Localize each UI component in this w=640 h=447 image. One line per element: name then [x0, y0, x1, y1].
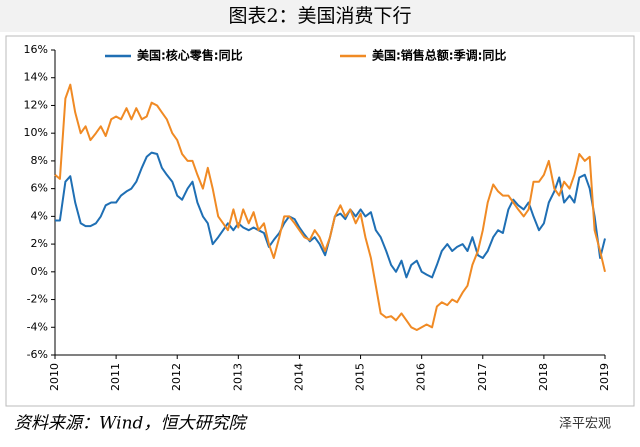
- y-tick-label: 2%: [31, 237, 48, 250]
- series-line: [54, 83, 606, 331]
- x-tick-label: 2016: [415, 363, 428, 391]
- y-tick-label: -4%: [27, 320, 48, 333]
- y-tick-label: 14%: [24, 71, 48, 84]
- y-tick-label: 8%: [31, 154, 48, 167]
- chart-title: 图表2：美国消费下行: [228, 5, 411, 27]
- y-tick-label: 0%: [31, 265, 48, 278]
- source-note: 资料来源：Wind，恒大研究院: [14, 414, 248, 434]
- y-tick-label: -2%: [27, 293, 48, 306]
- y-tick-label: 4%: [31, 209, 48, 222]
- y-tick-label: 10%: [24, 126, 48, 139]
- x-tick-label: 2013: [231, 363, 244, 391]
- y-tick-label: 12%: [24, 98, 48, 111]
- x-tick-label: 2017: [476, 363, 489, 391]
- y-tick-label: -6%: [27, 348, 48, 361]
- x-tick-label: 2012: [170, 363, 183, 391]
- x-tick-label: 2018: [537, 363, 550, 391]
- y-tick-label: 6%: [31, 182, 48, 195]
- watermark: 泽平宏观: [559, 417, 611, 432]
- legend-label: 美国:销售总额:季调:同比: [372, 48, 506, 63]
- x-tick-label: 2019: [598, 363, 611, 391]
- legend-label: 美国:核心零售:同比: [137, 48, 243, 63]
- x-tick-label: 2011: [109, 363, 122, 391]
- x-tick-label: 2015: [354, 363, 367, 391]
- x-tick-label: 2014: [292, 363, 305, 391]
- title-band: [0, 0, 640, 32]
- x-tick-label: 2010: [48, 363, 61, 391]
- y-tick-label: 16%: [24, 43, 48, 56]
- chart-frame: [5, 35, 635, 407]
